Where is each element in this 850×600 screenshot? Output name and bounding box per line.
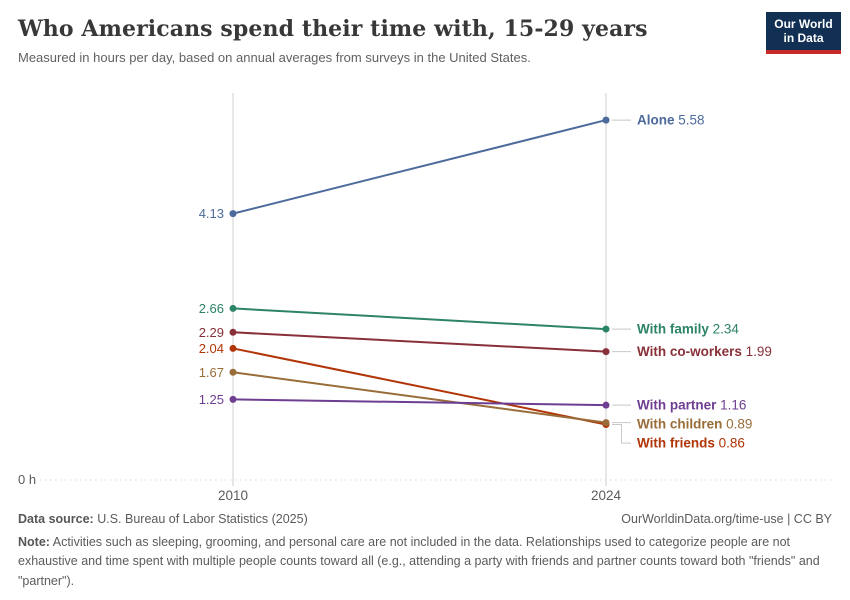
start-value-label-with-children: 1.67 [199, 365, 224, 380]
series-label-value-with-co-workers: 1.99 [742, 344, 772, 359]
page-title: Who Americans spend their time with, 15-… [18, 16, 648, 42]
data-point-with-children-start [229, 368, 237, 376]
series-label-name-with-family: With family [637, 322, 709, 337]
series-label-name-alone: Alone [637, 113, 675, 128]
chart-subtitle: Measured in hours per day, based on annu… [18, 50, 531, 65]
start-value-label-with-co-workers: 2.29 [199, 325, 224, 340]
series-label-value-alone: 5.58 [675, 113, 705, 128]
start-value-label-with-partner: 1.25 [199, 392, 224, 407]
series-label-value-with-family: 2.34 [709, 322, 740, 337]
credit-link[interactable]: OurWorldinData.org/time-use | CC BY [621, 512, 832, 526]
series-line-with-co-workers [232, 331, 607, 353]
data-point-with-partner-start [229, 395, 237, 403]
data-source-text: U.S. Bureau of Labor Statistics (2025) [93, 512, 308, 526]
start-value-label-with-friends: 2.04 [199, 341, 224, 356]
series-line-with-children [232, 371, 607, 424]
source-row: Data source: U.S. Bureau of Labor Statis… [18, 512, 832, 526]
start-value-label-alone: 4.13 [199, 206, 224, 221]
slope-chart-svg: 0 h 2010 2024 4.13 2.66 2.292.04 1.67 1.25 Alone… [18, 93, 832, 503]
series-label-value-with-children: 0.89 [722, 417, 752, 432]
data-point-with-co-workers-end [602, 348, 610, 356]
x-tick-label: 2024 [591, 488, 622, 503]
chart-note-label: Note: [18, 535, 50, 549]
series-label-name-with-partner: With partner [637, 398, 717, 413]
owid-logo-line2: in Data [783, 31, 824, 46]
zero-axis-label: 0 h [18, 472, 36, 487]
series-line-alone [232, 119, 607, 215]
data-point-with-co-workers-start [229, 328, 237, 336]
data-source-label: Data source: [18, 512, 94, 526]
data-point-with-family-end [602, 325, 610, 333]
data-point-alone-start [229, 210, 237, 218]
series-line-with-friends [232, 347, 607, 426]
data-point-alone-end [602, 116, 610, 124]
slope-chart: 0 h 2010 2024 4.13 2.66 2.29 2.04 1.67 1.25 Alone… [0, 85, 850, 505]
data-source: Data source: U.S. Bureau of Labor Statis… [18, 512, 308, 526]
x-tick-label: 2010 [218, 488, 248, 503]
data-point-with-children-end [602, 419, 610, 427]
start-value-label-with-family: 2.66 [199, 301, 224, 316]
series-label-with-co-workers: With co-workers 1.99 [637, 344, 772, 359]
chart-note: Note: Activities such as sleeping, groom… [18, 533, 832, 591]
data-point-with-family-start [229, 304, 237, 312]
series-line-with-partner [232, 398, 607, 407]
series-label-name-with-co-workers: With co-workers [637, 344, 742, 359]
series-label-with-friends: With friends 0.86 [637, 436, 745, 451]
series-label-with-partner: With partner 1.16 [637, 398, 746, 413]
owid-logo-line1: Our World [774, 17, 833, 31]
series-label-value-with-partner: 1.16 [716, 398, 746, 413]
series-label-name-with-friends: With friends [637, 436, 715, 451]
chart-note-text: Activities such as sleeping, grooming, a… [18, 535, 820, 588]
chart-header: Who Americans spend their time with, 15-… [0, 0, 850, 65]
series-label-name-with-children: With children [637, 417, 722, 432]
series-label-with-family: With family 2.34 [637, 322, 739, 337]
series-line-with-family [232, 307, 607, 331]
data-point-with-partner-end [602, 401, 610, 409]
label-connector-with-friends [612, 424, 631, 444]
series-label-alone: Alone 5.58 [637, 113, 705, 128]
data-point-with-friends-start [229, 344, 237, 352]
series-label-with-children: With children 0.89 [637, 417, 752, 432]
series-label-value-with-friends: 0.86 [715, 436, 745, 451]
owid-logo[interactable]: Our World in Data [766, 12, 841, 54]
chart-footer: Data source: U.S. Bureau of Labor Statis… [18, 512, 832, 591]
